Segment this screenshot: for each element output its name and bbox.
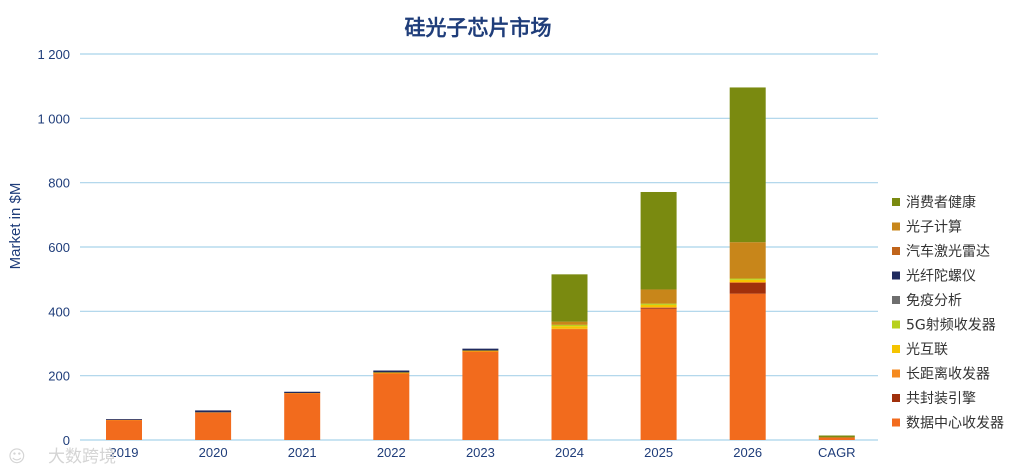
gridlines: [80, 53, 878, 441]
x-tick-label: 2023: [466, 445, 495, 460]
legend-swatch: [892, 296, 900, 304]
legend-label: 光子计算: [906, 220, 962, 236]
bar-segment: [551, 329, 588, 440]
bar-segment: [195, 410, 232, 413]
legend-swatch: [892, 345, 900, 353]
y-tick-label: 1 000: [37, 111, 70, 126]
x-tick-label: 2026: [733, 445, 762, 460]
bar-segment: [818, 437, 855, 440]
legend-swatch: [892, 320, 900, 329]
bar-segment: [551, 326, 588, 329]
legend-label: 共封装引擎: [906, 391, 976, 407]
bar-segment: [640, 289, 677, 304]
legend-swatch: [892, 222, 900, 231]
bar-segment: [729, 87, 766, 243]
legend-label: 数据中心收发器: [906, 416, 1004, 432]
bar-segment: [640, 304, 677, 308]
x-axis-ticks: 2019 2020 2021 2022 2023 2024 2025 2026 CAGR: [110, 445, 856, 460]
y-tick-label: 800: [48, 176, 70, 191]
legend-swatch: [892, 369, 900, 378]
x-tick-label: 2024: [555, 445, 584, 460]
x-tick-label: 2025: [644, 445, 673, 460]
bar-segment: [551, 324, 588, 327]
bar-segment: [373, 372, 410, 374]
legend-label: 汽车激光雷达: [906, 243, 990, 260]
bar-segment: [640, 308, 677, 440]
y-tick-label: 0: [63, 433, 70, 448]
bar-segment: [462, 348, 499, 351]
watermark-logo-icon: ☺: [8, 447, 26, 467]
bar-segment: [106, 419, 142, 421]
bar-segment: [195, 412, 232, 414]
bar-segment: [195, 412, 232, 440]
legend-label: 免疫分析: [906, 293, 962, 309]
bar-segment: [373, 373, 410, 440]
y-tick-label: 1 200: [37, 47, 70, 62]
y-axis-label: Market in $M: [7, 183, 24, 270]
legend-swatch: [892, 418, 900, 427]
legend-label: 光纤陀螺仪: [906, 269, 976, 285]
y-tick-label: 600: [48, 240, 70, 255]
x-tick-label: 2022: [377, 445, 406, 460]
legend-label: 光互联: [906, 342, 948, 358]
bar-segment: [729, 293, 766, 440]
legend-swatch: [892, 271, 900, 280]
bar-segment: [729, 279, 766, 283]
bar-segment: [551, 321, 588, 325]
bar-segment: [284, 393, 321, 394]
x-tick-label: 2019: [110, 445, 139, 460]
bar-segment: [551, 274, 588, 322]
legend-swatch: [892, 247, 900, 255]
bar-segment: [729, 242, 766, 279]
x-tick-label: 2020: [199, 445, 228, 460]
bar-segment: [284, 393, 321, 440]
bar-segment: [106, 419, 142, 420]
bar-segment: [729, 278, 766, 280]
x-tick-label: 2021: [288, 445, 317, 460]
bars: [106, 87, 855, 440]
watermark: ☺ 大数跨境: [8, 447, 116, 467]
y-tick-label: 400: [48, 304, 70, 319]
y-tick-label: 200: [48, 369, 70, 384]
legend-label: 长距离收发器: [906, 366, 990, 383]
bar-segment: [106, 420, 142, 440]
bar-segment: [284, 391, 321, 394]
legend-label: 5G射频收发器: [906, 318, 996, 334]
bar-segment: [640, 191, 677, 290]
bar-segment: [640, 303, 677, 305]
legend-swatch: [892, 394, 900, 402]
x-tick-label: CAGR: [818, 445, 856, 460]
legend-swatch: [892, 198, 900, 206]
bar-segment: [818, 435, 855, 438]
bar-segment: [462, 351, 499, 440]
bar-segment: [640, 307, 677, 309]
chart-title: 硅光子芯片市场: [405, 16, 552, 40]
bar-segment: [551, 328, 588, 330]
bar-segment: [729, 282, 766, 294]
y-axis-ticks: 0 200 400 600 800 1 000 1 200: [37, 47, 70, 448]
bar-segment: [373, 370, 410, 373]
legend-label: 消费者健康: [906, 194, 976, 211]
bar-segment: [462, 350, 499, 352]
bar-segment: [729, 282, 766, 283]
bar-segment: [640, 307, 677, 308]
watermark-text: 大数跨境: [48, 447, 116, 467]
